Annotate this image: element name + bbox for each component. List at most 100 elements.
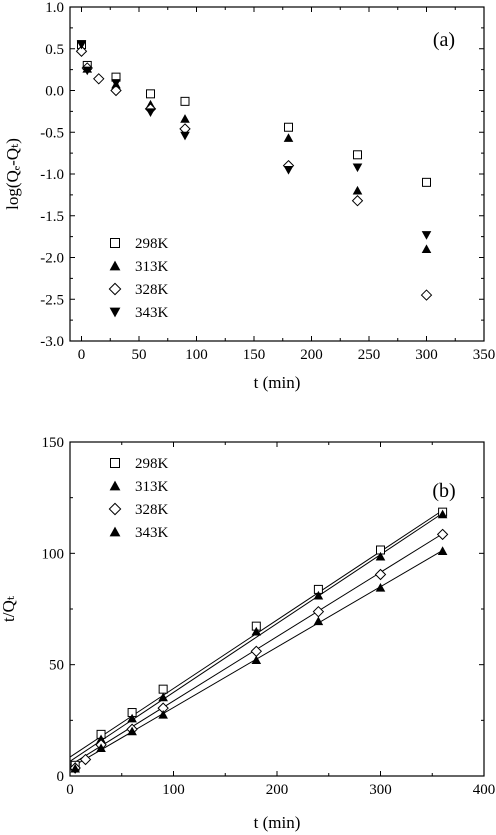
y-tick-label: -3.0 bbox=[40, 334, 64, 350]
legend-label: 328K bbox=[135, 502, 169, 518]
x-tick-label: 200 bbox=[300, 347, 323, 363]
y-axis: 0 50 100 150 bbox=[42, 435, 484, 785]
x-tick-label: 250 bbox=[358, 347, 381, 363]
x-tick-label: 200 bbox=[266, 782, 289, 798]
data-point bbox=[158, 684, 168, 694]
legend-label: 313K bbox=[135, 259, 169, 275]
y-tick-label: -2.5 bbox=[40, 292, 64, 308]
chart-panel-a: 0 50 100 150 200 250 300 350 -3.0 -2.5 -2.0 -1.5 -1.… bbox=[3, 0, 495, 392]
data-point bbox=[313, 590, 324, 600]
data-point bbox=[158, 709, 168, 719]
data-point bbox=[127, 713, 137, 723]
x-tick-label: 50 bbox=[132, 347, 147, 363]
data-point bbox=[145, 108, 156, 118]
series-343K bbox=[70, 546, 448, 773]
x-tick-label: 350 bbox=[473, 347, 496, 363]
data-point bbox=[110, 84, 122, 97]
legend: 298K 313K 328K 343K bbox=[108, 236, 169, 321]
y-tick-label: -1.0 bbox=[40, 167, 64, 183]
y-tick-label: -0.5 bbox=[40, 125, 64, 141]
data-point bbox=[180, 114, 190, 123]
data-point bbox=[79, 753, 92, 766]
y-tick-label: 50 bbox=[49, 658, 64, 674]
y-tick-label: -1.5 bbox=[40, 209, 64, 225]
data-point bbox=[284, 122, 293, 132]
x-tick-label: 0 bbox=[78, 347, 86, 363]
y-tick-label: 0.0 bbox=[45, 84, 64, 100]
x-tick-label: 300 bbox=[415, 347, 438, 363]
x-tick-label: 400 bbox=[473, 782, 496, 798]
data-point bbox=[375, 551, 386, 561]
y-tick-label: 100 bbox=[42, 546, 65, 562]
data-point bbox=[111, 79, 121, 88]
legend-marker-313K bbox=[109, 260, 121, 271]
panel-label: (b) bbox=[432, 480, 455, 502]
y-tick-label: 150 bbox=[42, 435, 65, 451]
data-point bbox=[180, 96, 190, 106]
chart-panel-b: 0 100 200 300 400 0 50 100 150 t (min) t/Qₜ (b) 298K… bbox=[0, 435, 495, 832]
plot-frame bbox=[69, 6, 485, 342]
legend-marker-298K bbox=[110, 458, 120, 468]
legend-label: 343K bbox=[135, 525, 169, 541]
legend: 298K 313K 328K 343K bbox=[108, 456, 169, 541]
legend-marker-343K bbox=[109, 526, 121, 537]
data-point bbox=[127, 726, 137, 736]
x-axis-label: t (min) bbox=[254, 373, 301, 392]
data-point bbox=[353, 150, 362, 160]
data-point bbox=[82, 66, 93, 76]
y-tick-label: 0 bbox=[57, 769, 65, 785]
data-point bbox=[180, 131, 190, 141]
legend-marker-313K bbox=[109, 480, 121, 491]
data-point bbox=[283, 165, 294, 175]
x-axis: 0 100 200 300 400 bbox=[66, 442, 495, 798]
data-point bbox=[436, 528, 449, 541]
data-point bbox=[437, 509, 448, 519]
data-point bbox=[96, 743, 106, 753]
y-tick-label: -2.0 bbox=[40, 251, 64, 267]
y-axis-label: t/Qₜ bbox=[0, 595, 18, 622]
legend-marker-328K bbox=[108, 282, 122, 296]
y-tick-label: 0.5 bbox=[45, 42, 64, 58]
data-point bbox=[437, 546, 448, 555]
x-axis-label: t (min) bbox=[254, 813, 301, 832]
data-point bbox=[146, 89, 155, 99]
series-313K bbox=[70, 509, 448, 771]
data-point bbox=[75, 45, 88, 57]
data-point bbox=[352, 185, 363, 195]
series-328K bbox=[75, 45, 433, 301]
data-point bbox=[421, 231, 432, 240]
y-tick-label: 1.0 bbox=[45, 0, 64, 16]
data-point bbox=[351, 195, 364, 207]
x-axis: 0 50 100 150 200 250 300 350 bbox=[78, 7, 496, 363]
legend-marker-298K bbox=[110, 238, 120, 248]
legend-label: 298K bbox=[135, 236, 169, 252]
fit-line-313K bbox=[69, 512, 443, 762]
x-tick-label: 300 bbox=[369, 782, 392, 798]
x-tick-label: 150 bbox=[243, 347, 266, 363]
data-point bbox=[374, 568, 387, 581]
data-point bbox=[352, 163, 363, 173]
data-point bbox=[96, 734, 106, 744]
series-313K bbox=[76, 43, 432, 253]
y-axis: -3.0 -2.5 -2.0 -1.5 -1.0 -0.5 0.0 0.5 1.0 bbox=[40, 0, 484, 350]
series-298K bbox=[77, 40, 431, 187]
data-point bbox=[70, 763, 80, 773]
panel-label: (a) bbox=[433, 29, 455, 51]
data-point bbox=[422, 177, 431, 187]
data-point bbox=[93, 73, 105, 85]
x-tick-label: 0 bbox=[66, 782, 74, 798]
data-point bbox=[420, 289, 433, 301]
legend-label: 328K bbox=[135, 282, 169, 298]
x-tick-label: 100 bbox=[162, 782, 185, 798]
data-point bbox=[313, 616, 324, 626]
data-point bbox=[375, 583, 386, 592]
series-343K bbox=[76, 40, 432, 240]
data-point bbox=[76, 40, 87, 50]
data-point bbox=[158, 692, 168, 702]
x-tick-label: 100 bbox=[185, 347, 208, 363]
data-point bbox=[283, 133, 294, 142]
data-point bbox=[421, 244, 432, 253]
legend-label: 343K bbox=[135, 305, 169, 321]
legend-label: 298K bbox=[135, 456, 169, 472]
